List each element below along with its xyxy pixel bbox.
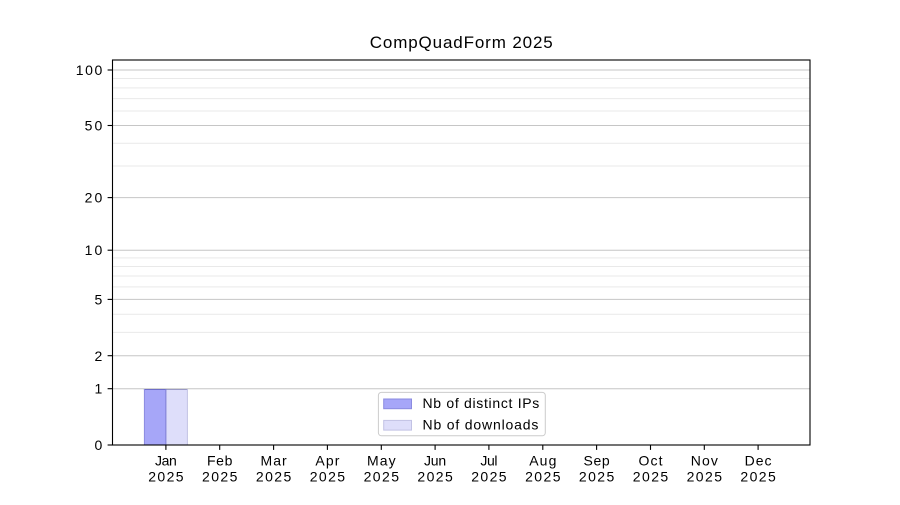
svg-text:2025: 2025 <box>687 469 723 485</box>
svg-text:0: 0 <box>95 437 103 453</box>
svg-text:2025: 2025 <box>202 469 238 485</box>
svg-text:Sep: Sep <box>584 453 610 469</box>
svg-text:Jun: Jun <box>424 453 446 469</box>
svg-text:5: 5 <box>95 292 103 308</box>
svg-text:Jan: Jan <box>155 453 177 469</box>
svg-text:10: 10 <box>85 242 103 258</box>
svg-text:Nb of distinct IPs: Nb of distinct IPs <box>423 395 540 411</box>
svg-text:Apr: Apr <box>315 453 339 469</box>
svg-text:50: 50 <box>85 118 103 134</box>
svg-text:Nb of downloads: Nb of downloads <box>423 417 539 433</box>
svg-text:2025: 2025 <box>256 469 292 485</box>
svg-text:2025: 2025 <box>525 469 561 485</box>
svg-text:Nov: Nov <box>691 453 718 469</box>
svg-text:2025: 2025 <box>471 469 507 485</box>
svg-text:Aug: Aug <box>529 453 556 469</box>
svg-text:Oct: Oct <box>639 453 663 469</box>
svg-text:Jul: Jul <box>480 453 497 469</box>
svg-text:Dec: Dec <box>745 453 772 469</box>
svg-text:2025: 2025 <box>633 469 669 485</box>
svg-text:Feb: Feb <box>207 453 233 469</box>
svg-text:CompQuadForm 2025: CompQuadForm 2025 <box>370 33 553 52</box>
svg-text:100: 100 <box>76 62 103 78</box>
svg-text:2025: 2025 <box>364 469 400 485</box>
svg-text:2025: 2025 <box>148 469 184 485</box>
svg-text:2025: 2025 <box>579 469 615 485</box>
svg-text:2025: 2025 <box>740 469 776 485</box>
svg-text:Mar: Mar <box>261 453 288 469</box>
svg-text:1: 1 <box>95 381 103 397</box>
svg-text:2: 2 <box>95 348 103 364</box>
svg-text:2025: 2025 <box>417 469 453 485</box>
svg-text:May: May <box>367 453 396 469</box>
svg-text:2025: 2025 <box>310 469 346 485</box>
svg-text:20: 20 <box>85 190 103 206</box>
